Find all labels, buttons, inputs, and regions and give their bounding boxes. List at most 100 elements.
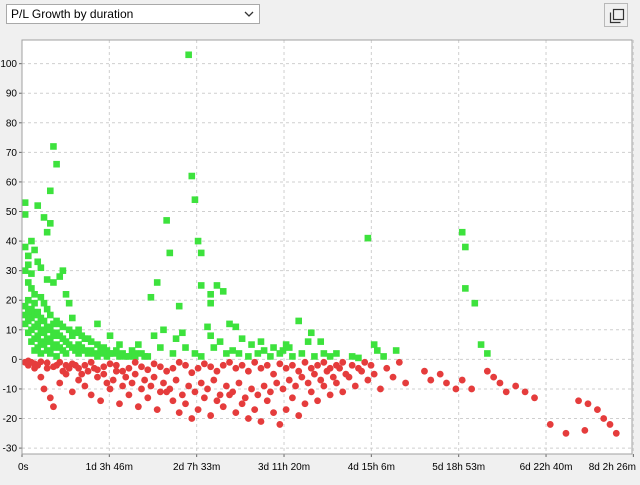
negative-point [40,385,48,393]
negative-point [289,394,296,402]
negative-point [270,370,277,378]
scatter-chart: -30 -20 -10 0 10 20 30 40 50 60 70 80 90 100 0s 1d 3h … [0,39,636,473]
positive-point [304,338,312,345]
positive-point [34,332,42,340]
positive-point [21,302,29,310]
positive-point [21,243,29,251]
negative-point [257,364,265,372]
negative-point [244,367,252,375]
negative-point [282,364,290,372]
negative-point [156,363,164,371]
positive-point [462,243,469,251]
x-tick-label: 5d 18h 53m [432,462,485,473]
negative-point [355,364,362,372]
negative-point [531,394,538,402]
negative-point [581,426,589,434]
negative-point [150,373,158,381]
popout-window-icon [609,8,625,24]
positive-point [69,332,76,340]
positive-point [163,217,170,224]
negative-point [43,359,51,367]
negative-point [166,385,174,393]
negative-point [351,382,359,390]
negative-point [339,358,347,366]
negative-point [251,406,259,414]
positive-point [116,341,123,348]
negative-point [194,406,202,414]
negative-point [361,358,369,366]
negative-point [37,373,45,381]
positive-point [320,350,328,357]
negative-point [87,391,95,399]
positive-point [333,350,340,357]
positive-point [34,258,42,266]
y-tick-label: 90 [6,89,18,100]
positive-point [484,350,491,357]
positive-point [21,199,29,206]
toolbar: P/L Growth by duration [0,0,640,30]
negative-point [251,358,259,366]
positive-point [169,350,177,357]
negative-point [84,367,92,375]
data-points [21,51,620,437]
negative-point [175,409,183,416]
negative-point [153,406,161,414]
negative-point [235,379,243,387]
negative-point [207,412,215,419]
positive-point [40,299,48,307]
negative-point [68,360,76,368]
negative-point [119,367,127,375]
negative-point [160,379,167,387]
negative-point [254,391,262,399]
negative-point [178,391,186,399]
negative-point [188,369,196,377]
positive-point [75,350,82,357]
negative-point [402,379,410,387]
negative-point [112,367,120,375]
positive-point [50,279,57,286]
negative-point [24,357,32,365]
negative-point [289,361,296,369]
popout-window-button[interactable] [604,3,628,27]
positive-point [348,353,356,360]
positive-point [182,344,189,351]
y-axis: -30 -20 -10 0 10 20 30 40 50 60 70 80 90 100 [0,59,22,455]
positive-point [43,305,51,313]
negative-point [56,379,64,387]
positive-point [34,308,42,316]
positive-point [213,282,221,289]
negative-point [78,370,86,378]
positive-point [458,228,466,236]
negative-point [194,364,202,372]
negative-point [100,370,108,378]
negative-point [106,385,114,393]
negative-point [119,382,127,390]
negative-point [279,385,287,393]
negative-point [421,367,428,375]
x-tick-label: 1d 3h 46m [86,462,133,473]
negative-point [339,388,347,396]
negative-point [241,394,249,402]
positive-point [28,270,35,277]
positive-point [94,320,101,328]
positive-point [28,305,35,313]
negative-point [138,363,145,371]
positive-point [94,353,101,360]
positive-point [24,296,32,304]
positive-point [175,302,183,310]
negative-point [141,376,149,384]
negative-point [427,376,435,384]
positive-point [40,214,48,221]
positive-point [188,172,196,180]
chart-type-dropdown[interactable]: P/L Growth by duration [6,4,260,24]
x-tick-label: 2d 7h 33m [173,462,220,473]
negative-point [257,418,265,425]
positive-point [43,228,51,236]
negative-point [317,376,325,384]
negative-point [512,382,520,390]
positive-point [46,338,54,345]
negative-point [562,429,570,437]
positive-point [59,267,67,274]
negative-point [226,358,233,366]
negative-point [326,364,334,372]
